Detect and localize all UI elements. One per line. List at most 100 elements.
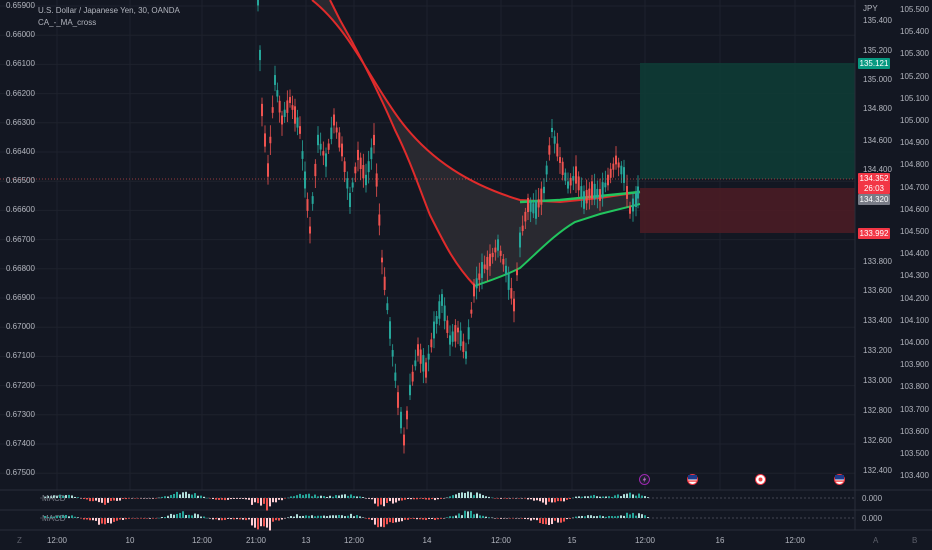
candle-body [354, 166, 357, 174]
symbol-title[interactable]: U.S. Dollar / Japanese Yen, 30, OANDA [38, 6, 180, 15]
macd-bar [425, 518, 427, 521]
macd-bar [134, 498, 136, 499]
us-flag-icon[interactable] [834, 474, 845, 485]
macd-bar [347, 515, 349, 518]
target-price-tag[interactable]: 135.121 [858, 58, 890, 69]
macd-bar [611, 496, 613, 498]
macd-bar [515, 518, 517, 519]
candle-body [457, 327, 459, 333]
axis-tick-label: 104.400 [900, 249, 929, 259]
macd-bar [527, 518, 529, 520]
macd-bar [299, 493, 301, 498]
time-tick-label: 10 [125, 536, 135, 545]
macd-bar [404, 518, 406, 520]
macd-bar [164, 496, 166, 498]
candle-body [604, 182, 607, 188]
candle-body [309, 226, 311, 234]
macd-bar [530, 518, 532, 521]
macd-bar [107, 518, 109, 523]
macd-bar [335, 515, 337, 518]
macd-bar [353, 516, 355, 518]
macd-bar [512, 498, 514, 499]
macd-bar [446, 517, 448, 518]
macd-bar [626, 512, 628, 518]
macd-bar [302, 515, 304, 518]
macd-bar [455, 515, 457, 518]
macd-bar [422, 518, 424, 520]
macd-bar [278, 498, 280, 500]
macd-bar [170, 513, 172, 518]
macd-bar [92, 498, 94, 502]
auto-scale-button[interactable]: A [873, 536, 879, 545]
indicator-name[interactable]: CA_-_MA_cross [38, 18, 97, 27]
stop-price-tag[interactable]: 133.992 [858, 228, 890, 239]
lightning-icon[interactable] [639, 474, 650, 485]
macd-bar [77, 497, 79, 498]
candle-body [317, 134, 319, 146]
macd-bar [176, 514, 178, 518]
candle-body [351, 182, 354, 188]
macd-label-2[interactable]: MACD [42, 514, 66, 523]
macd-bar [431, 498, 433, 500]
candle-body [540, 188, 543, 205]
macd-bar [371, 518, 373, 520]
candle-body [489, 253, 491, 267]
macd-bar [590, 495, 592, 498]
macd-bar [587, 496, 589, 498]
settings-corner-button[interactable]: B [912, 536, 918, 545]
us-flag-icon[interactable] [687, 474, 698, 485]
macd-bar [578, 516, 580, 518]
candle-body [620, 165, 623, 175]
candle-body [278, 100, 281, 113]
macd-bar [128, 498, 130, 499]
macd-bar [56, 496, 58, 498]
macd-bar [398, 518, 400, 522]
current-price-tag[interactable]: 134.352 [858, 173, 890, 184]
macd-bar [629, 514, 631, 518]
stop-zone[interactable] [640, 188, 855, 233]
macd-bar [257, 498, 259, 504]
macd-bar [614, 516, 616, 518]
candle-body [491, 252, 494, 258]
entry-price-tag[interactable]: 134.320 [858, 194, 890, 205]
candlestick-series[interactable] [257, 0, 639, 454]
axis-tick-label: 104.200 [900, 293, 929, 303]
macd-bar [440, 518, 442, 519]
macd-bar [473, 514, 475, 518]
candle-body [419, 349, 422, 364]
macd-bar [533, 498, 535, 501]
candle-body [623, 167, 625, 183]
japan-flag-icon[interactable] [755, 474, 766, 485]
candle-body [411, 371, 414, 382]
macd-bar [533, 518, 535, 520]
macd-bar [413, 498, 415, 500]
target-zone[interactable] [640, 63, 855, 179]
macd-bar [131, 518, 133, 519]
axis-tick-label: 0.66000 [6, 30, 35, 40]
macd-bar [326, 496, 328, 498]
macd-bar [401, 518, 403, 522]
candle-body [257, 0, 259, 6]
axis-tick-label: 133.800 [863, 257, 892, 266]
macd-bar [275, 518, 277, 521]
macd-bar [260, 518, 262, 527]
macd-bar [554, 518, 556, 521]
axis-tick-label: 135.200 [863, 46, 892, 55]
macd-bar [212, 498, 214, 500]
macd-bar [320, 495, 322, 498]
macd-bar [176, 491, 178, 498]
candle-body [486, 256, 489, 270]
macd-label-1[interactable]: MACD [42, 494, 66, 503]
macd-bar [632, 512, 634, 518]
macd-bar [503, 498, 505, 499]
zoom-corner-label[interactable]: Z [17, 536, 22, 545]
macd-bar [56, 515, 58, 518]
macd-bar [71, 515, 73, 518]
macd-bar [350, 494, 352, 498]
macd-bar [434, 518, 436, 521]
macd-bar [65, 514, 67, 518]
candle-body [269, 136, 272, 144]
candle-body [422, 355, 425, 372]
time-tick-label: 12:00 [191, 536, 213, 545]
